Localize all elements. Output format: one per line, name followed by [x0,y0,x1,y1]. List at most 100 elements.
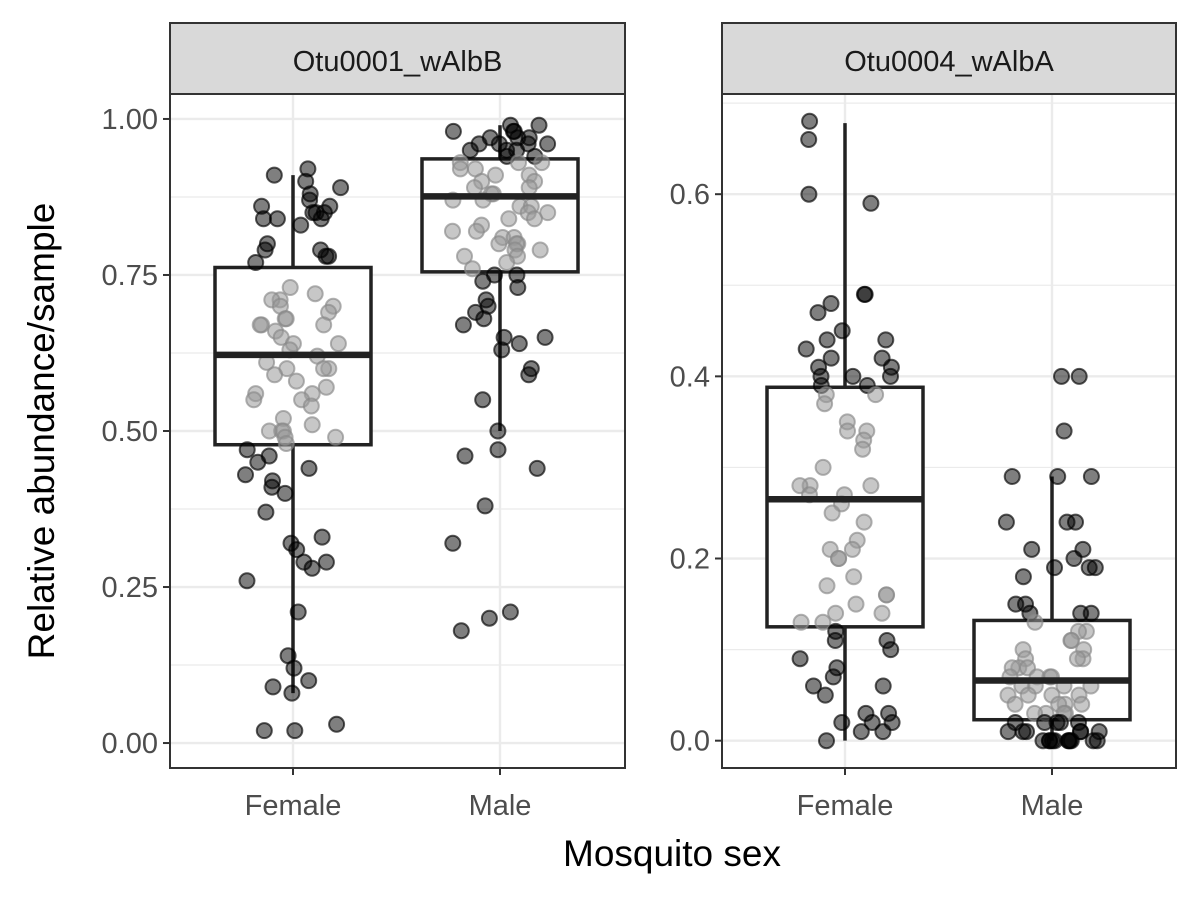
data-point [317,378,335,396]
data-point [818,577,836,595]
y-tick-label: 0.50 [102,416,158,448]
data-point [855,513,873,531]
data-point [867,386,885,404]
data-point [255,210,272,228]
data-point [528,459,546,477]
data-point [854,440,872,458]
data-point [456,247,473,265]
data-point [264,678,282,696]
data-point [444,222,461,240]
data-point [797,340,815,358]
data-point [539,135,557,153]
data-point [256,241,274,259]
data-point [877,331,895,349]
y-tick-label: 0.4 [670,361,710,393]
data-point [238,572,256,590]
data-point [822,349,840,367]
data-point [800,185,818,203]
data-point [281,279,299,296]
data-point [520,366,538,384]
data-point [1043,732,1061,750]
data-point [800,131,818,148]
data-point [822,295,840,312]
data-point [251,316,269,334]
data-point [490,235,508,253]
data-point [1068,650,1086,668]
data-point [999,723,1017,741]
data-point [1026,613,1044,631]
data-point [1082,468,1100,485]
data-point [824,668,842,686]
data-point [1055,422,1073,440]
data-point [474,391,492,409]
data-point [303,416,321,434]
data-point [805,677,822,695]
data-point [1063,632,1080,649]
y-tick-label: 0.00 [102,728,158,760]
data-point [238,441,256,459]
data-point [845,568,863,586]
data-point [839,422,856,440]
data-point [1070,367,1088,385]
y-tick-label: 0.2 [670,544,710,576]
data-point [1072,604,1090,622]
x-tick-label-female: Female [245,790,342,822]
data-point [830,550,848,567]
data-point [847,595,865,613]
data-point [327,428,345,446]
data-point [997,513,1015,531]
data-point [833,322,851,340]
data-point [1080,559,1098,577]
data-point [257,503,275,521]
data-point [536,328,554,346]
data-point [332,179,350,197]
y-tick-label: 1.00 [102,104,158,136]
data-point [844,367,862,385]
data-point [277,310,295,328]
data-point [317,553,335,571]
data-point [816,395,834,413]
data-point [877,586,895,604]
data-point [874,677,892,695]
data-point [288,541,306,559]
data-point [1058,513,1076,531]
data-point [312,210,330,228]
facet-panel-1: 0.00 0.25 0.50 0.75 1.00 Otu0001_wAlbB Female M… [102,22,626,822]
data-point [463,260,481,278]
data-point [489,441,507,459]
y-tick-label: 0.6 [670,179,710,211]
data-point [454,316,472,334]
data-point [277,435,295,452]
data-point [510,335,528,353]
data-point [328,715,346,733]
data-point [315,316,333,334]
y-tick-label: 0.25 [102,572,158,604]
data-point [317,247,335,265]
data-point [823,504,841,522]
data-point [265,166,283,184]
data-point [882,641,900,659]
data-point [791,650,809,668]
data-point [289,603,307,621]
data-point [249,453,267,471]
data-point [826,632,844,649]
data-point [287,372,305,390]
data-point [480,609,498,627]
x-axis-title: Mosquito sex [563,833,781,874]
data-point [873,604,891,622]
data-point [1046,559,1063,577]
data-point [300,672,318,690]
data-point [1023,540,1041,558]
data-point [862,477,880,495]
data-point [843,540,861,558]
data-point [874,723,892,741]
facet-strip [721,22,1177,95]
data-point [306,285,324,303]
data-point [498,254,516,271]
data-point [247,254,265,271]
y-tick-label: 0.0 [670,726,710,758]
data-point [882,367,899,385]
data-point [530,116,548,134]
data-point [1003,468,1021,485]
